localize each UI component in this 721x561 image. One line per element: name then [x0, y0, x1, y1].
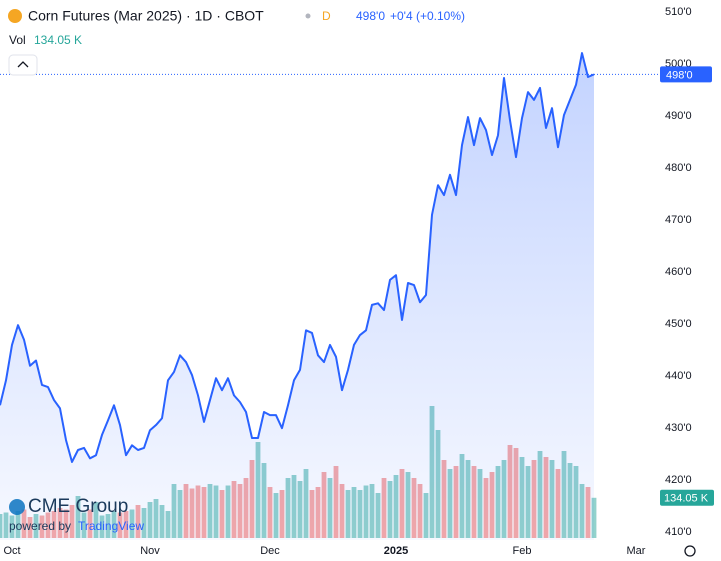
- y-tick-label: 440'0: [665, 370, 692, 382]
- volume-badge: [660, 489, 714, 506]
- x-tick-label: Feb: [513, 545, 532, 557]
- symbol-icon: [8, 9, 22, 23]
- status-dot: [305, 13, 311, 19]
- y-tick-label: 500'0: [665, 58, 692, 70]
- price-line: [0, 52, 595, 463]
- change: +0'4 (+0.10%): [390, 9, 465, 23]
- chart-title: Corn Futures (Mar 2025) · 1D · CBOT: [28, 8, 264, 24]
- powered-text: powered by: [9, 519, 71, 533]
- y-tick-label: 430'0: [665, 422, 692, 434]
- x-tick-label: Oct: [3, 545, 20, 557]
- y-tick-label: 410'0: [665, 526, 692, 538]
- provider-text: TradingView: [78, 519, 144, 533]
- y-tick-label: 460'0: [665, 266, 692, 278]
- area-fill: [0, 53, 594, 540]
- x-tick-label: Mar: [627, 545, 646, 557]
- y-tick-label: 420'0: [665, 474, 692, 486]
- y-tick-label: 490'0: [665, 110, 692, 122]
- price-badge: [660, 66, 712, 83]
- logo-text: CME Group: [28, 496, 128, 517]
- x-tick-label: Nov: [140, 545, 160, 557]
- y-tick-label: 510'0: [665, 6, 692, 18]
- volume-badge-label: 134.05 K: [664, 493, 709, 505]
- collapse-button[interactable]: [8, 54, 38, 76]
- y-tick-label: 470'0: [665, 214, 692, 226]
- y-tick-label: 480'0: [665, 162, 692, 174]
- quote: 498'0: [356, 9, 385, 23]
- settings-icon[interactable]: [684, 545, 696, 557]
- branding: CME Group powered by TradingView: [9, 496, 144, 533]
- price-badge-label: 498'0: [666, 69, 693, 81]
- x-tick-label: 2025: [384, 545, 408, 557]
- x-tick-label: Dec: [260, 545, 280, 557]
- badge: D: [322, 9, 331, 23]
- y-tick-label: 450'0: [665, 318, 692, 330]
- logo-icon: [9, 499, 25, 515]
- volume-label: Vol: [9, 33, 26, 47]
- caret-icon: [17, 61, 29, 68]
- plot: [0, 52, 660, 540]
- volume-value: 134.05 K: [34, 33, 82, 47]
